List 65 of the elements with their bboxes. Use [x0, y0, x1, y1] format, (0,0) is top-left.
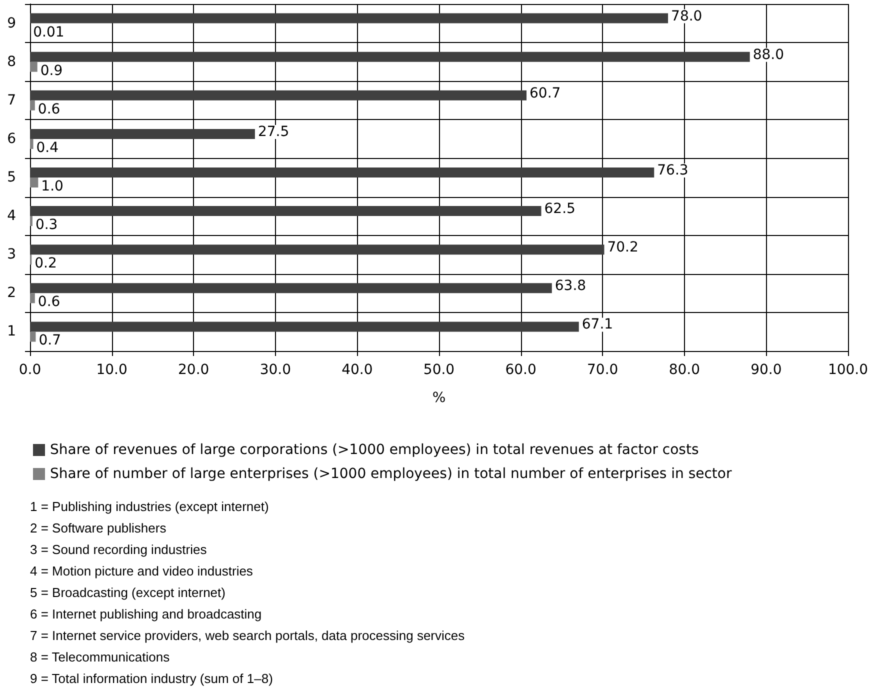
bar	[30, 13, 668, 24]
bar	[30, 178, 38, 188]
text: 2 = Software publishers	[30, 520, 167, 536]
x-tick-label: 70.0	[587, 362, 618, 378]
data-label: 70.2	[607, 240, 638, 256]
text: 9 = Total information industry (sum of 1–8)	[30, 671, 273, 686]
x-tick-label: 60.0	[505, 362, 536, 378]
data-label: 0.7	[38, 332, 61, 349]
data-label: 1.0	[41, 178, 64, 194]
y-tick-label: 5	[7, 170, 16, 186]
bar	[30, 62, 38, 72]
text: 1 = Publishing industries (except internet)	[30, 499, 269, 514]
x-tick-label: 50.0	[423, 362, 455, 378]
y-tick-label: 4	[7, 208, 16, 224]
x-tick-label: 90.0	[750, 362, 782, 378]
data-label: 0.3	[35, 217, 58, 234]
text: 4 = Motion picture and video industries	[30, 564, 254, 578]
data-label: 88.0	[752, 46, 784, 63]
data-label: 0.2	[34, 256, 57, 272]
bar	[30, 168, 654, 178]
y-tick-label: 2	[7, 285, 16, 302]
data-label: 0.6	[38, 101, 60, 118]
data-label: 0.6	[38, 294, 60, 310]
y-tick-label: 6	[7, 130, 16, 147]
bar	[30, 293, 35, 304]
data-label: 0.4	[36, 140, 59, 156]
x-tick-label: 80.0	[668, 362, 700, 378]
bar	[30, 100, 35, 110]
data-label: 0.01	[33, 24, 64, 40]
bar	[30, 52, 750, 62]
text: 5 = Broadcasting (except internet)	[30, 585, 226, 600]
bar	[30, 244, 604, 255]
x-axis-title: %	[432, 390, 446, 406]
bar	[30, 128, 255, 139]
data-label: 62.5	[544, 201, 576, 218]
legend-label: Share of number of large enterprises (>1000 employees) in total number of enterprises in sector	[50, 466, 732, 482]
text: 8 = Telecommunications	[30, 650, 170, 664]
x-tick-label: 0.0	[18, 362, 42, 378]
bar	[30, 332, 36, 342]
bar	[30, 138, 34, 149]
text: 7 = Internet service providers, web search portals, data processing services	[30, 628, 466, 643]
data-label: 63.8	[554, 278, 586, 294]
data-label: 27.5	[258, 124, 290, 140]
y-tick-label: 8	[7, 54, 16, 70]
bar	[30, 90, 527, 100]
x-tick-label: 40.0	[342, 362, 373, 378]
x-tick-label: 100.0	[828, 362, 868, 378]
y-tick-label: 9	[7, 15, 16, 32]
y-tick-label: 3	[7, 246, 16, 263]
bar	[30, 322, 579, 332]
data-label: 60.7	[530, 85, 561, 102]
y-tick-label: 7	[7, 92, 16, 108]
x-tick-label: 10.0	[96, 362, 128, 378]
y-tick-label: 1	[7, 324, 16, 340]
data-label: 76.3	[657, 162, 688, 178]
data-label: 78.0	[671, 8, 702, 24]
bar	[30, 206, 542, 216]
data-label: 67.1	[582, 316, 614, 333]
legend-label: Share of revenues of large corporations (>1000 employees) in total revenues at factor costs	[50, 442, 699, 458]
bar	[30, 283, 552, 294]
text: 3 = Sound recording industries	[30, 542, 208, 557]
text: 6 = Internet publishing and broadcasting	[30, 606, 262, 622]
x-tick-label: 20.0	[178, 362, 210, 378]
data-label: 0.9	[40, 62, 63, 79]
x-tick-label: 30.0	[260, 362, 291, 378]
